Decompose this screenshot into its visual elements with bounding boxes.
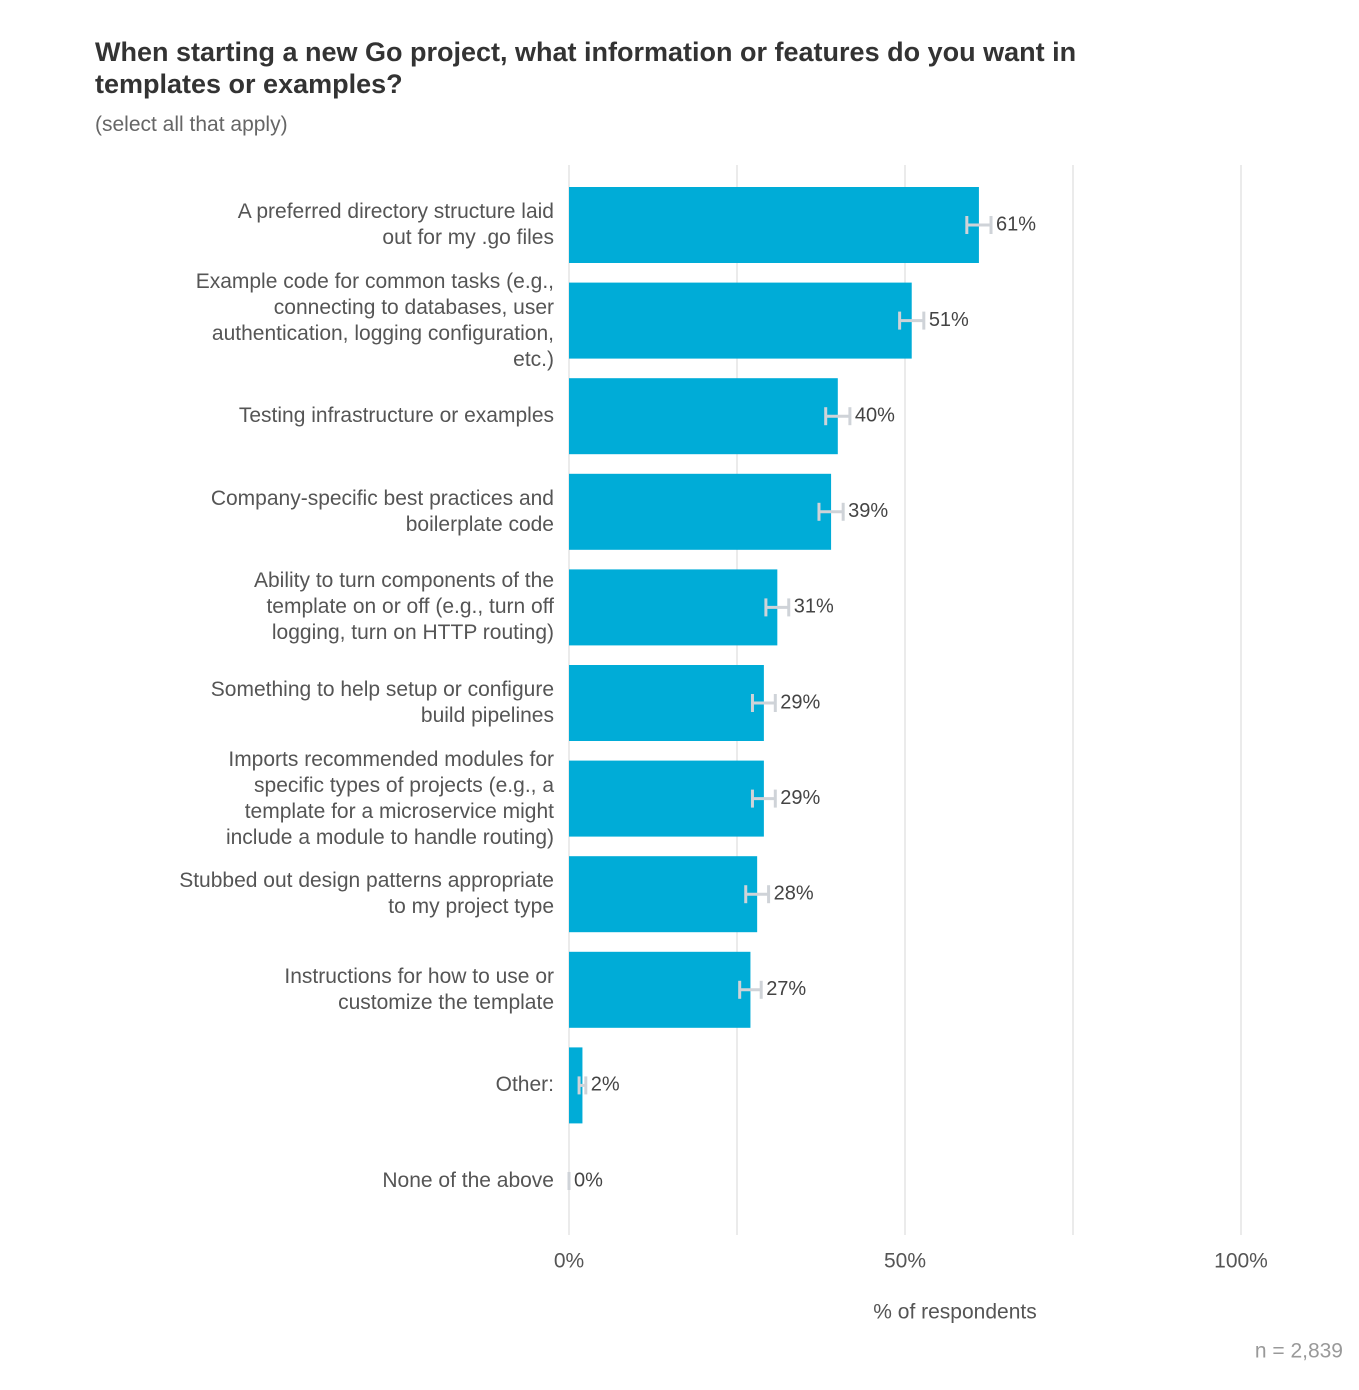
error-bar	[824, 407, 852, 426]
bar	[569, 282, 912, 359]
error-bar	[750, 789, 777, 808]
error-bar	[764, 598, 791, 617]
bar	[569, 951, 751, 1028]
value-label: 29%	[780, 787, 820, 809]
error-bar	[577, 1076, 588, 1095]
category-label: Example code for common tasks (e.g., con…	[195, 269, 554, 371]
value-label: 51%	[929, 309, 969, 331]
value-label: 40%	[855, 404, 895, 426]
bar	[569, 856, 758, 933]
error-bar	[898, 311, 926, 330]
value-label: 28%	[774, 882, 814, 904]
error-bar	[817, 502, 845, 521]
category-label: A preferred directory structure laid out…	[237, 200, 554, 249]
error-bar	[965, 216, 993, 234]
bar	[569, 378, 838, 455]
chart-subtitle: (select all that apply)	[95, 113, 288, 136]
x-tick-label: 50%	[884, 1250, 926, 1273]
value-label: 27%	[766, 978, 806, 1000]
error-bar	[750, 694, 777, 712]
sample-note: n = 2,839	[1255, 1340, 1343, 1363]
category-label: Stubbed out design patterns appropriate …	[179, 869, 554, 919]
category-label: Instructions for how to use or customize…	[284, 964, 554, 1014]
bar	[569, 1047, 583, 1124]
value-label: 39%	[848, 500, 888, 522]
value-label: 0%	[574, 1169, 603, 1191]
value-label: 61%	[996, 213, 1036, 235]
category-label: Ability to turn components of the templa…	[254, 569, 554, 645]
category-label: Testing infrastructure or examples	[238, 404, 554, 428]
category-label: Imports recommended modules for specific…	[225, 747, 554, 849]
bar	[569, 569, 778, 646]
bar	[569, 665, 764, 741]
error-bar	[738, 980, 763, 999]
category-label: None of the above	[382, 1169, 554, 1192]
bar	[569, 473, 832, 550]
value-label: 29%	[780, 691, 820, 713]
x-tick-label: 0%	[554, 1250, 584, 1273]
chart-title: When starting a new Go project, what inf…	[95, 37, 1077, 99]
bar	[569, 760, 764, 837]
error-bar	[744, 885, 771, 904]
x-axis-label: % of respondents	[873, 1301, 1036, 1324]
category-label: Other:	[495, 1073, 554, 1097]
category-label: Something to help setup or configure bui…	[210, 678, 554, 727]
value-label: 2%	[591, 1074, 620, 1096]
value-label: 31%	[794, 596, 834, 618]
bar	[569, 187, 979, 263]
x-tick-label: 100%	[1214, 1250, 1268, 1273]
category-label: Company-specific best practices and boil…	[210, 486, 554, 536]
